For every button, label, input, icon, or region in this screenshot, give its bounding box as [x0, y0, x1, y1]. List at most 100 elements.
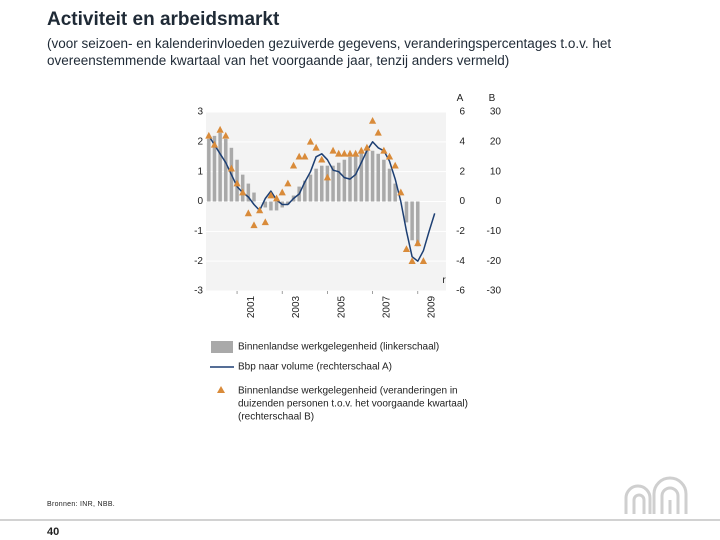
employment-marker — [340, 149, 348, 157]
footer-divider — [0, 519, 720, 521]
legend-line-label: Bbp naar volume (rechterschaal A) — [238, 362, 392, 373]
right-axis-a-tick-label: -2 — [456, 226, 465, 237]
bar — [212, 135, 217, 202]
bar — [376, 153, 380, 202]
legend-marker-swatch — [217, 386, 225, 393]
bar — [393, 183, 397, 202]
employment-marker — [397, 188, 405, 196]
bar — [314, 168, 318, 202]
bar — [246, 183, 251, 202]
bar — [240, 174, 245, 202]
left-axis-tick-label: 2 — [197, 136, 203, 147]
employment-marker — [380, 146, 388, 154]
legend-markers-label-line-2: duizenden personen t.o.v. het voorgaande… — [238, 399, 468, 410]
bar — [286, 201, 290, 205]
employment-marker — [284, 179, 292, 187]
bar — [331, 165, 335, 202]
employment-marker — [227, 164, 236, 172]
employment-marker — [210, 140, 219, 148]
employment-marker — [318, 155, 326, 163]
right-axis-a-tick-label: 4 — [459, 136, 465, 147]
right-axis-b-tick-label: -10 — [487, 226, 502, 237]
employment-marker — [256, 206, 264, 214]
employment-marker — [250, 221, 258, 229]
right-axis-a-tick-label: 2 — [459, 166, 465, 177]
left-axis-tick-label: -3 — [194, 286, 203, 297]
nbb-logo-icon — [624, 476, 688, 514]
right-axis-b-tick-label: 10 — [490, 166, 502, 177]
right-axis-a-tick-label: -6 — [456, 286, 465, 297]
employment-marker — [346, 149, 354, 157]
employment-marker — [391, 161, 399, 169]
left-axis-tick-label: -1 — [194, 226, 203, 237]
employment-marker — [385, 152, 394, 160]
employment-marker — [272, 194, 281, 202]
right-axis-b-header: B — [489, 93, 496, 104]
left-axis-tick-label: 0 — [197, 196, 203, 207]
employment-marker — [335, 149, 343, 157]
slide-subtitle: (voor seizoen- en kalenderinvloeden gezu… — [47, 36, 612, 68]
bar — [342, 159, 347, 202]
bar — [365, 147, 369, 202]
right-axis-b-tick-label: 30 — [490, 107, 502, 118]
employment-marker — [323, 173, 332, 181]
x-tick-label: 2001 — [246, 295, 257, 318]
employment-marker — [295, 152, 303, 160]
right-axis-a-tick-label: -4 — [456, 256, 465, 267]
employment-marker — [289, 161, 298, 169]
employment-marker — [306, 137, 315, 145]
right-axis-b-tick-label: -30 — [487, 286, 502, 297]
employment-marker — [301, 152, 309, 160]
employment-marker — [352, 149, 360, 157]
employment-marker — [419, 257, 428, 264]
end-label: r — [442, 275, 446, 286]
bar — [325, 165, 330, 202]
employment-marker — [329, 146, 337, 154]
right-axis-b-tick-label: 0 — [495, 196, 501, 207]
source-note: Bronnen: INR, NBB. — [47, 501, 116, 508]
bar — [274, 201, 279, 211]
employment-marker — [233, 179, 241, 187]
employment-marker — [357, 146, 365, 154]
x-tick-label: 2005 — [336, 295, 347, 318]
bar — [410, 201, 414, 241]
employment-marker — [374, 128, 382, 136]
bar — [370, 150, 375, 202]
left-axis-tick-label: 3 — [197, 107, 203, 118]
employment-marker — [408, 257, 416, 264]
right-axis-b-tick-label: 20 — [490, 136, 502, 147]
legend-bars-label: Binnenlandse werkgelegenheid (linkerscha… — [238, 342, 439, 353]
employment-marker — [368, 116, 377, 124]
bar — [320, 165, 324, 202]
left-axis-tick-label: -2 — [194, 256, 203, 267]
employment-marker — [216, 125, 224, 133]
employment-marker — [222, 131, 230, 139]
bar — [404, 201, 409, 223]
employment-marker — [312, 143, 320, 151]
x-tick-label: 2009 — [427, 295, 438, 318]
slide-title: Activiteit en arbeidsmarkt — [47, 9, 280, 30]
bar — [252, 192, 256, 202]
right-axis-a-tick-label: 0 — [459, 196, 465, 207]
employment-marker — [239, 188, 247, 196]
bar — [224, 138, 228, 202]
employment-marker — [267, 191, 275, 199]
right-axis-a-header: A — [457, 93, 464, 104]
page-number: 40 — [47, 526, 60, 538]
bar — [303, 180, 307, 202]
employment-marker — [414, 239, 422, 247]
bar — [269, 201, 273, 211]
right-axis-b-tick-label: -20 — [487, 256, 502, 267]
left-axis-tick-label: 1 — [197, 166, 203, 177]
bar — [263, 201, 268, 208]
employment-marker — [244, 209, 252, 217]
bar — [416, 201, 420, 247]
legend-bars-swatch — [211, 341, 233, 353]
right-axis-a-tick-label: 6 — [459, 107, 465, 118]
x-tick-label: 2007 — [382, 295, 393, 318]
bar — [336, 162, 341, 202]
bar — [359, 150, 364, 202]
bar — [353, 153, 358, 202]
employment-marker — [278, 188, 286, 196]
